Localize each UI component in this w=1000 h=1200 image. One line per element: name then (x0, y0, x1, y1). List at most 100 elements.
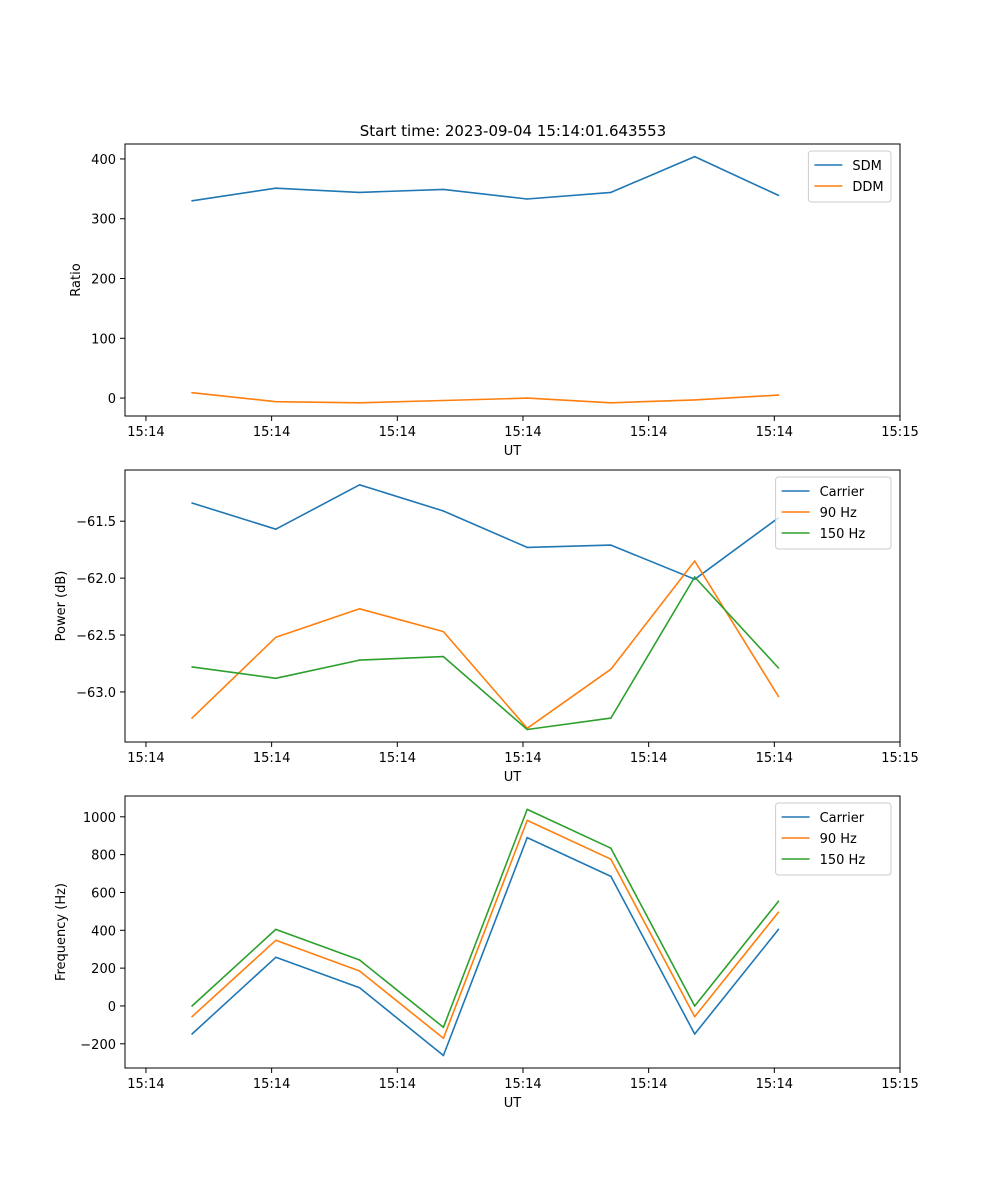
legend-label-sdm: SDM (852, 159, 881, 174)
x-tick-label: 15:14 (504, 425, 541, 440)
data-point-90-hz (358, 970, 361, 972)
ratio-panel: 15:14 15:14 15:14 15:14 15:14 15:14 15:15 0 100 2… (69, 143, 919, 459)
data-point-150-hz (610, 717, 612, 719)
legend-label-90-hz: 90 Hz (820, 506, 857, 521)
y-tick-label: −62.0 (76, 572, 116, 587)
y-tick-label: −61.5 (76, 515, 116, 530)
x-axis-label: UT (504, 1096, 522, 1111)
y-tick-label: 400 (91, 924, 116, 939)
data-point-sdm (191, 199, 193, 202)
data-point-90-hz (275, 939, 277, 942)
data-point-carrier (610, 544, 612, 546)
data-point-150-hz (442, 1026, 445, 1029)
data-point-sdm (442, 188, 445, 191)
series-line-sdm (191, 155, 779, 202)
axes-frame (124, 795, 901, 1069)
y-tick-label: 400 (91, 153, 116, 168)
data-point-carrier (693, 1033, 696, 1035)
series-line-ddm (191, 391, 779, 404)
legend-box (775, 802, 892, 876)
data-point-ddm (275, 400, 277, 403)
y-tick-label: −63.0 (76, 686, 116, 701)
data-point-150-hz (358, 959, 361, 961)
data-point-150-hz (693, 1005, 696, 1007)
y-tick-label: 1000 (83, 811, 116, 826)
legend: Carrier 90 Hz 150 Hz (775, 476, 892, 550)
x-axis-label: UT (504, 444, 522, 459)
data-point-ddm (442, 399, 445, 402)
data-point-sdm (358, 191, 361, 194)
series-line-150-hz (191, 576, 780, 731)
series-line-150-hz (191, 808, 780, 1029)
data-point-sdm (777, 194, 780, 197)
x-tick-label: 15:14 (379, 751, 416, 766)
data-point-150-hz (693, 576, 696, 578)
y-tick-label: 100 (91, 332, 116, 347)
data-point-sdm (610, 191, 612, 194)
power-panel: 15:14 15:14 15:14 15:14 15:14 15:14 15:15 −61.5… (54, 469, 919, 785)
x-tick-label: 15:14 (756, 751, 793, 766)
x-tick-label: 15:14 (630, 425, 667, 440)
legend-box (807, 150, 892, 203)
data-point-ddm (526, 397, 528, 399)
x-tick-label: 15:14 (630, 1077, 667, 1092)
x-tick-label: 15:14 (253, 751, 290, 766)
data-point-ddm (358, 402, 361, 404)
y-tick-label: −200 (80, 1038, 116, 1053)
y-tick-label: 800 (91, 849, 116, 864)
data-point-carrier (526, 836, 528, 839)
legend-label-ddm: DDM (852, 180, 883, 195)
y-tick-label: 0 (108, 1000, 116, 1015)
legend-label-150-hz: 150 Hz (820, 527, 866, 542)
data-point-90-hz (526, 819, 528, 822)
data-point-90-hz (777, 695, 780, 698)
data-point-150-hz (275, 928, 277, 931)
x-tick-label: 15:14 (253, 1077, 290, 1092)
data-point-150-hz (526, 728, 528, 731)
data-point-carrier (275, 956, 277, 959)
series-line-90-hz (191, 819, 780, 1040)
y-tick-label: 300 (91, 213, 116, 228)
frequency-panel: 15:14 15:14 15:14 15:14 15:14 15:14 15:15 1000 8… (54, 795, 919, 1111)
data-point-90-hz (191, 1015, 193, 1018)
y-tick-label: 200 (91, 962, 116, 977)
x-tick-label: 15:15 (881, 751, 918, 766)
data-point-90-hz (275, 636, 277, 639)
data-point-sdm (275, 187, 277, 190)
legend: Carrier 90 Hz 150 Hz (775, 802, 892, 876)
legend-box (775, 476, 892, 550)
data-point-150-hz (526, 808, 528, 811)
x-tick-label: 15:14 (504, 1077, 541, 1092)
data-point-90-hz (693, 1015, 696, 1018)
x-tick-label: 15:15 (881, 1077, 918, 1092)
x-tick-label: 15:14 (127, 1077, 164, 1092)
x-tick-label: 15:14 (127, 751, 164, 766)
y-tick-label: 200 (91, 273, 116, 288)
data-point-ddm (693, 399, 696, 401)
y-tick-label: 0 (108, 392, 116, 407)
data-point-150-hz (442, 655, 445, 658)
y-axis-label: Ratio (69, 263, 84, 296)
legend: SDM DDM (807, 150, 892, 203)
data-point-90-hz (777, 911, 780, 913)
x-tick-label: 15:14 (756, 1077, 793, 1092)
data-point-carrier (275, 528, 277, 530)
data-point-150-hz (777, 667, 780, 669)
axes-frame (124, 469, 901, 743)
x-tick-label: 15:14 (379, 425, 416, 440)
data-point-90-hz (191, 717, 193, 719)
data-point-ddm (191, 391, 193, 394)
legend-label-carrier: Carrier (820, 811, 865, 826)
data-point-90-hz (358, 608, 361, 610)
data-point-sdm (526, 198, 528, 200)
data-point-90-hz (610, 858, 612, 860)
data-point-carrier (191, 1033, 193, 1035)
y-tick-label: 600 (91, 886, 116, 901)
series-line-90-hz (191, 560, 780, 730)
axes-frame (124, 143, 901, 417)
data-point-150-hz (777, 900, 780, 902)
x-tick-label: 15:15 (881, 425, 918, 440)
data-point-carrier (442, 510, 445, 512)
data-point-90-hz (693, 560, 696, 562)
